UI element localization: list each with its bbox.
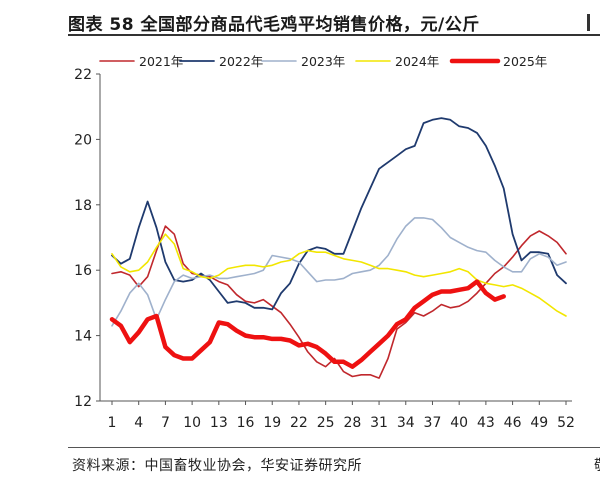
x-tick-label: 13 (210, 415, 228, 431)
x-tick-label: 4 (134, 415, 143, 431)
title-edge-mark (587, 14, 592, 31)
series-line-5 (109, 279, 506, 369)
figure-title-row: 图表 58 全国部分商品代毛鸡平均销售价格，元/公斤 (68, 6, 600, 36)
x-tick-label: 7 (161, 415, 170, 431)
source-note: 资料来源：中国畜牧业协会，华安证券研究所 (72, 458, 362, 474)
y-tick-label: 18 (74, 198, 92, 214)
series-line-1 (111, 225, 567, 379)
x-tick-label: 16 (237, 415, 255, 431)
x-tick-label: 34 (397, 415, 415, 431)
series-line-4 (111, 233, 567, 317)
x-tick-label: 31 (370, 415, 388, 431)
x-tick-label: 25 (317, 415, 335, 431)
x-tick-label: 40 (450, 415, 468, 431)
y-tick-label: 14 (74, 329, 92, 345)
legend-label-5: 2025年 (503, 54, 547, 69)
figure-title: 图表 58 全国部分商品代毛鸡平均销售价格，元/公斤 (68, 15, 480, 35)
source-rule (68, 447, 600, 448)
y-tick-label: 16 (74, 263, 92, 279)
x-tick-label: 43 (477, 415, 495, 431)
x-tick-label: 49 (530, 415, 548, 431)
title-rule (68, 34, 600, 36)
legend-label-1: 2021年 (139, 54, 183, 69)
y-tick-label: 12 (74, 394, 92, 410)
x-tick-label: 28 (343, 415, 361, 431)
series-line-2 (111, 117, 567, 311)
legend-label-2: 2022年 (219, 54, 263, 69)
source-edge-glyph: 敬 (594, 455, 600, 475)
legend: 2021年 2022年 2023年 2024年 2025年 (99, 54, 547, 69)
legend-label-4: 2024年 (395, 54, 439, 69)
series-line-3 (111, 217, 567, 327)
x-tick-label: 52 (557, 415, 575, 431)
x-tick-label: 37 (424, 415, 442, 431)
x-tick-label: 19 (263, 415, 281, 431)
x-tick-label: 1 (108, 415, 117, 431)
y-tick-label: 20 (74, 132, 92, 148)
plot-area (109, 117, 567, 379)
y-tick-label: 22 (74, 67, 92, 83)
x-tick-label: 22 (290, 415, 308, 431)
x-tick-label: 10 (183, 415, 201, 431)
x-tick-label: 46 (504, 415, 522, 431)
legend-label-3: 2023年 (301, 54, 345, 69)
